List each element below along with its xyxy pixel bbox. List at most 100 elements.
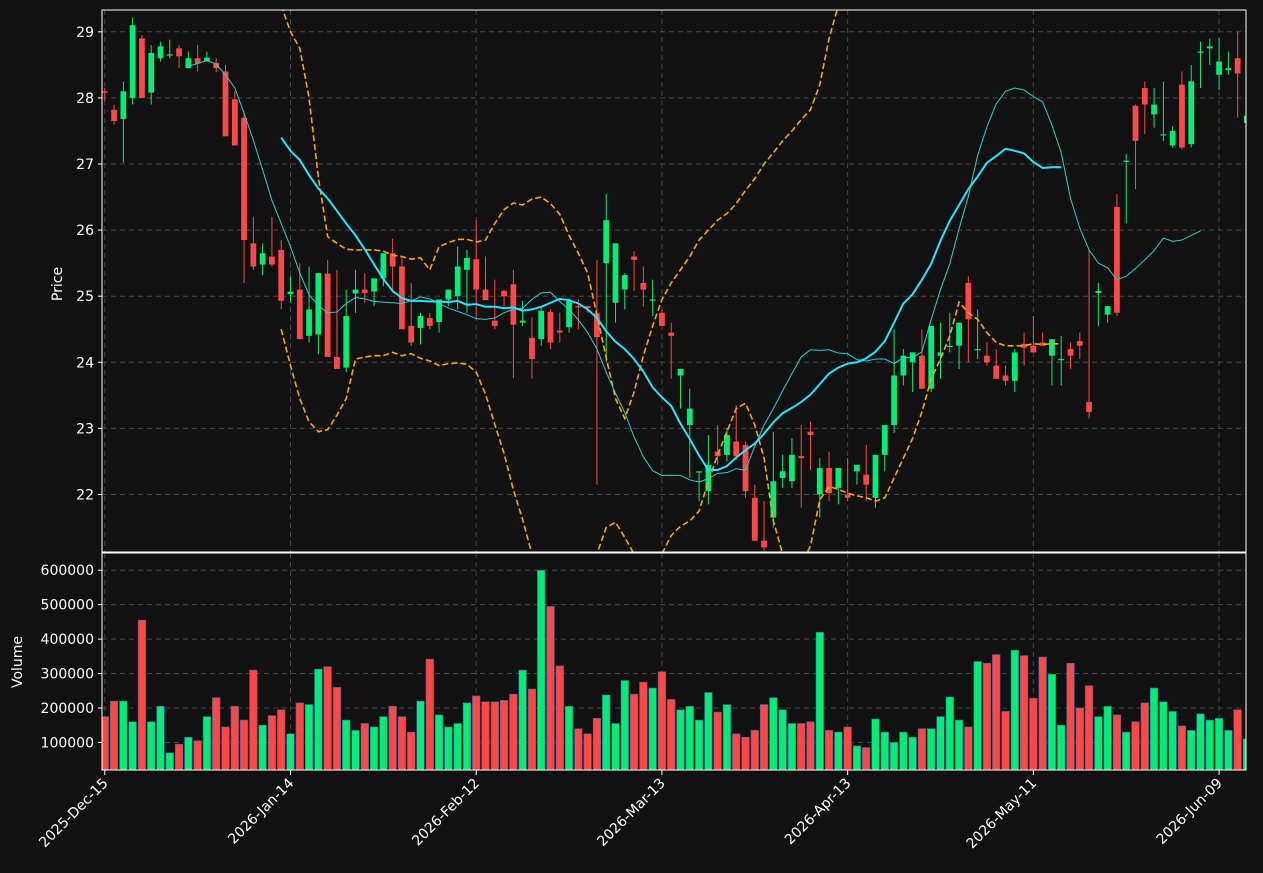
candle	[352, 269, 359, 313]
candle-body	[751, 497, 758, 541]
volume-bar	[1019, 655, 1029, 770]
volume-bar	[936, 716, 945, 770]
candle-body	[733, 441, 740, 457]
volume-bar	[434, 714, 444, 770]
candle	[1132, 104, 1139, 190]
candle-body	[1039, 342, 1046, 346]
volume-bar	[564, 705, 574, 770]
candle	[176, 45, 182, 69]
volume-bar	[119, 700, 128, 770]
candle-body	[148, 52, 155, 93]
candle	[594, 259, 600, 485]
volume-bar	[472, 695, 481, 770]
candle-body	[649, 299, 656, 301]
candle	[844, 458, 851, 502]
volume-bar	[1224, 730, 1233, 770]
candle	[1244, 115, 1246, 124]
candle-body	[1076, 341, 1083, 346]
candle-body	[445, 289, 452, 300]
candle	[529, 317, 535, 379]
candle	[1114, 193, 1120, 317]
candle	[278, 240, 285, 310]
candle-body	[612, 243, 619, 303]
volume-bar	[667, 699, 676, 770]
candles	[102, 17, 1246, 551]
candle-body	[826, 468, 832, 494]
candle	[1216, 38, 1222, 90]
candle-body	[529, 337, 535, 359]
candle	[259, 243, 266, 276]
volume-bar	[964, 726, 973, 770]
candle	[696, 471, 702, 502]
volume-bar	[174, 743, 184, 770]
volume-bar	[880, 731, 889, 770]
volume-bar	[1057, 724, 1066, 770]
candle-body	[241, 117, 247, 241]
candle-body	[621, 275, 628, 290]
candle	[1206, 38, 1213, 65]
candle	[426, 312, 433, 330]
volume-bar	[388, 705, 397, 770]
candle	[185, 51, 192, 69]
candle-body	[1179, 84, 1185, 148]
volume-bar	[212, 697, 221, 770]
candle-body	[603, 220, 610, 264]
candle-body	[1244, 115, 1246, 124]
volume-bar	[592, 718, 602, 770]
volume-tick-label: 500000	[41, 598, 94, 614]
candle	[900, 349, 907, 386]
candle-body	[891, 375, 897, 426]
volume-bar	[973, 661, 982, 770]
candle	[1151, 87, 1157, 128]
candle	[538, 306, 545, 346]
price-tick-label: 27	[76, 157, 94, 173]
volume-bar	[416, 700, 425, 770]
candle-body	[1123, 160, 1130, 162]
candle	[399, 256, 405, 330]
candle	[1160, 81, 1167, 141]
candle-body	[250, 243, 257, 267]
volume-bars	[102, 569, 1246, 770]
volume-bar	[202, 716, 212, 770]
volume-bar	[1103, 705, 1112, 770]
candle-body	[742, 444, 749, 492]
candle-body	[556, 330, 563, 333]
candle	[315, 273, 322, 355]
volume-bar	[128, 721, 137, 770]
candle	[649, 279, 656, 317]
candle	[510, 269, 517, 379]
candle	[659, 309, 665, 326]
candle-body	[686, 408, 693, 426]
candle	[751, 484, 758, 541]
candle-body	[324, 273, 331, 358]
candle-body	[974, 349, 981, 351]
volume-bar	[379, 716, 388, 770]
candle	[296, 263, 303, 340]
volume-bar	[843, 726, 852, 770]
price-tick-label: 28	[76, 91, 94, 107]
candle-body	[594, 313, 600, 338]
candle	[120, 81, 127, 163]
candle	[473, 220, 480, 320]
candle	[139, 35, 145, 98]
candle-body	[343, 316, 350, 368]
volume-bar	[369, 726, 379, 770]
candle-body	[519, 320, 526, 323]
candle	[826, 451, 832, 502]
candle-body	[547, 312, 554, 343]
candle-body	[287, 291, 294, 295]
candle-body	[352, 289, 359, 294]
volume-bar	[824, 730, 834, 770]
candle	[928, 325, 935, 393]
candle	[1049, 339, 1055, 386]
candle-body	[566, 300, 572, 328]
candle-body	[111, 109, 117, 122]
volume-bar	[629, 693, 639, 770]
candle	[956, 322, 962, 369]
candle-body	[900, 355, 907, 376]
volume-bar	[611, 723, 620, 770]
volume-bar	[360, 723, 369, 770]
candle-body	[724, 435, 730, 455]
candle-body	[157, 46, 164, 59]
